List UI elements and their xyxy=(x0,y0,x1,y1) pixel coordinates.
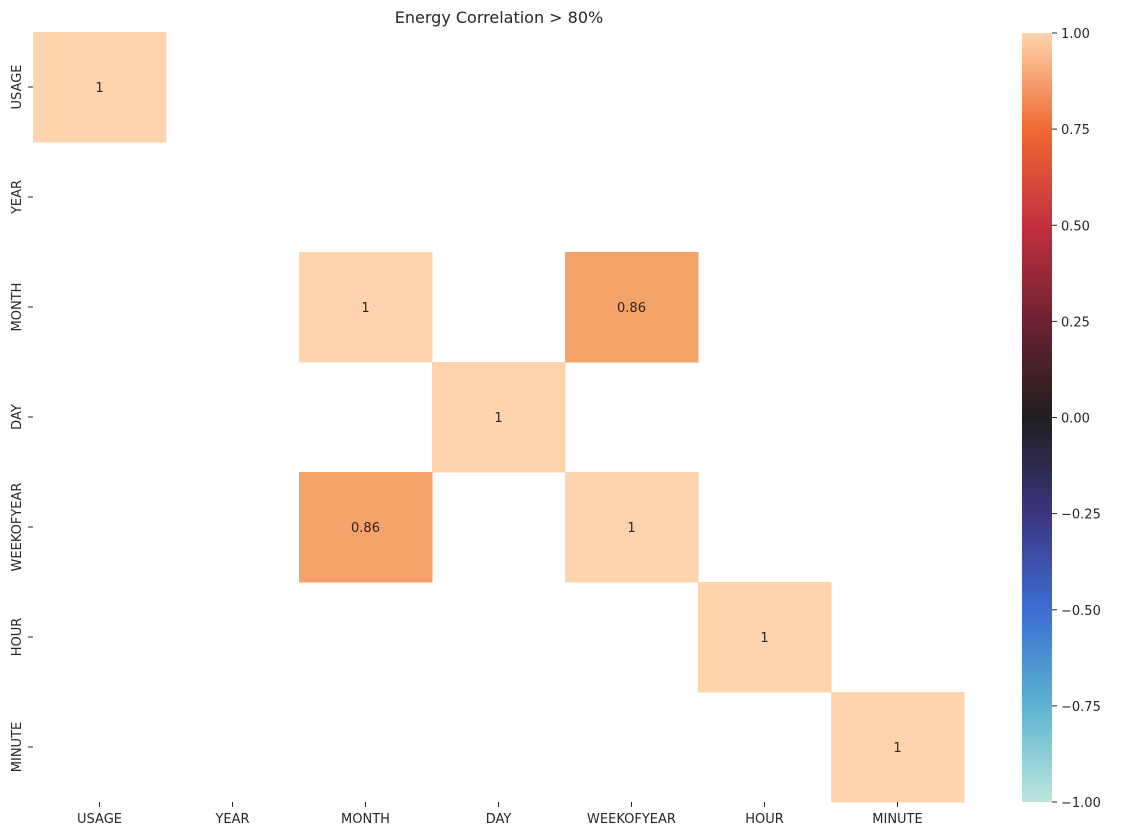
heatmap-cell xyxy=(698,582,832,693)
y-axis: USAGE YEAR MONTH DAY WEEKOFYEAR HOUR MINUTE xyxy=(10,65,33,772)
colorbar-tick-label: 0.00 xyxy=(1061,412,1090,427)
cell-label: 1 xyxy=(95,81,103,96)
cell-label: 1 xyxy=(760,631,768,646)
colorbar xyxy=(1022,33,1052,802)
colorbar-tick-label: −0.25 xyxy=(1061,508,1101,523)
y-tick-label: MINUTE xyxy=(10,722,25,772)
heatmap-cells: 1 1 0.86 1 0.86 1 1 1 xyxy=(33,32,965,803)
x-tick-label: MONTH xyxy=(341,812,390,827)
colorbar-tick-label: 0.50 xyxy=(1061,219,1090,234)
x-tick-label: USAGE xyxy=(77,812,122,827)
x-tick-label: YEAR xyxy=(214,812,249,827)
colorbar-tick-label: −1.00 xyxy=(1061,796,1101,811)
colorbar-tick-label: 0.75 xyxy=(1061,123,1090,138)
cell-label: 1 xyxy=(361,301,369,316)
y-tick-label: YEAR xyxy=(10,180,25,215)
heatmap-cell xyxy=(299,472,433,583)
cell-label: 1 xyxy=(893,741,901,756)
colorbar-tick-label: 1.00 xyxy=(1061,27,1090,42)
y-tick-label: WEEKOFYEAR xyxy=(10,483,25,572)
y-tick-label: MONTH xyxy=(10,283,25,332)
heatmap-cell xyxy=(565,472,699,583)
colorbar-tick-label: 0.25 xyxy=(1061,315,1090,330)
y-tick-label: HOUR xyxy=(10,618,25,657)
x-tick-label: HOUR xyxy=(745,812,784,827)
heatmap-cell xyxy=(432,362,566,473)
cell-label: 0.86 xyxy=(617,301,646,316)
heatmap-cell xyxy=(33,32,167,143)
x-tick-label: MINUTE xyxy=(872,812,922,827)
heatmap-cell xyxy=(299,252,433,363)
x-tick-label: DAY xyxy=(486,812,512,827)
cell-label: 1 xyxy=(627,521,635,536)
colorbar-axis: 1.00 0.75 0.50 0.25 0.00 −0.25 −0.50 −0.75 −1.00 xyxy=(1052,27,1101,811)
heatmap-cell xyxy=(831,692,965,803)
colorbar-tick-label: −0.50 xyxy=(1061,604,1101,619)
x-tick-label: WEEKOFYEAR xyxy=(587,812,676,827)
chart-title: Energy Correlation > 80% xyxy=(395,8,603,27)
cell-label: 1 xyxy=(494,411,502,426)
colorbar-tick-label: −0.75 xyxy=(1061,700,1101,715)
x-axis: USAGE YEAR MONTH DAY WEEKOFYEAR HOUR MINUTE xyxy=(77,802,923,827)
cell-label: 0.86 xyxy=(351,521,380,536)
heatmap-cell xyxy=(565,252,699,363)
y-tick-label: DAY xyxy=(10,404,25,430)
y-tick-label: USAGE xyxy=(10,65,25,110)
